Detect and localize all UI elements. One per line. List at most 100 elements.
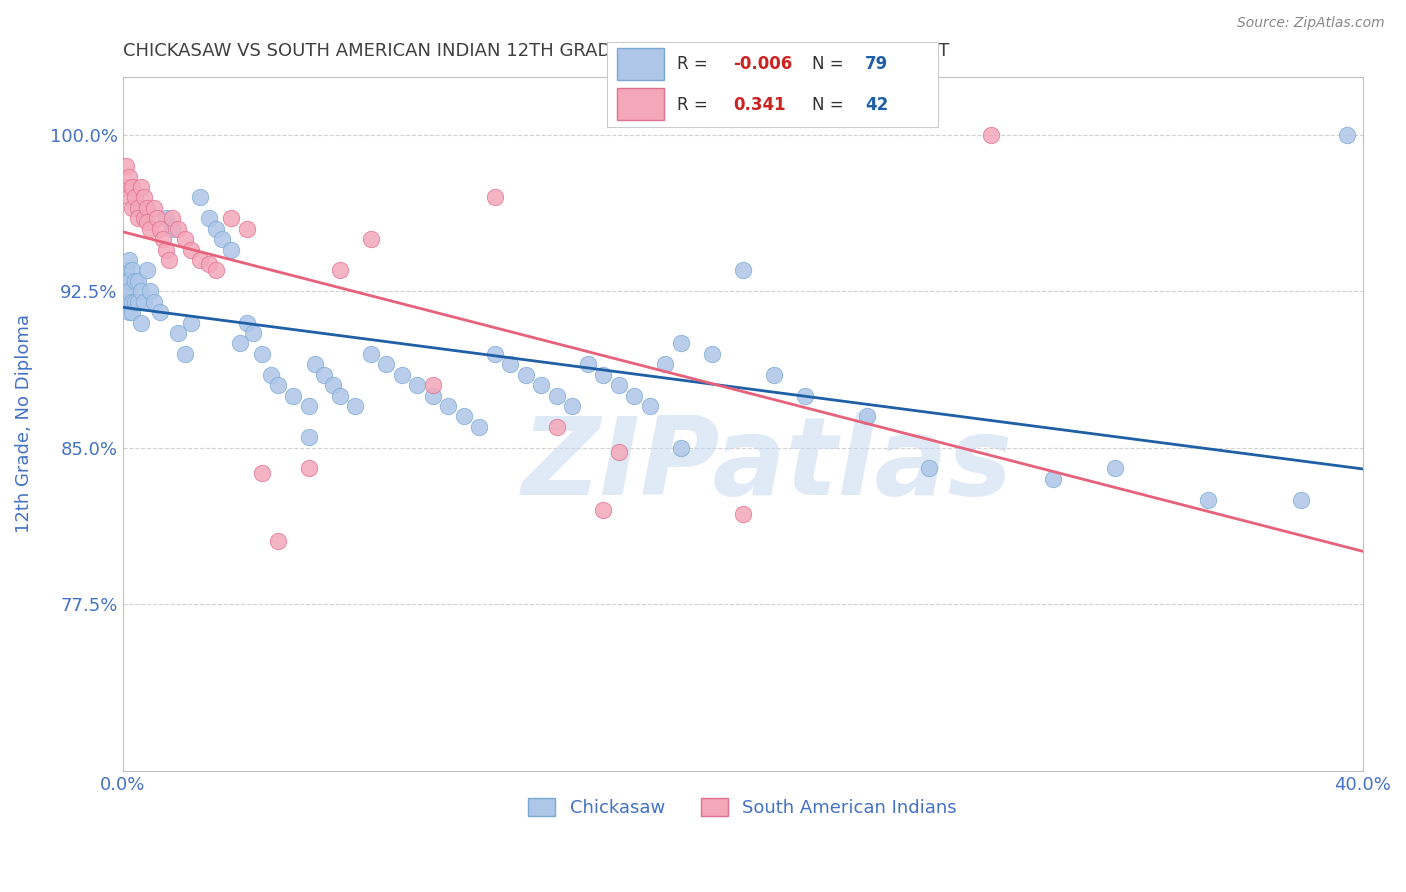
Point [139, 285, 162, 299]
Bar [617, 87, 664, 120]
Point [142, 294, 165, 309]
Point [180, 243, 202, 257]
Point [198, 211, 221, 226]
Point [669, 441, 692, 455]
Point [793, 388, 815, 402]
Point [173, 347, 195, 361]
Point [136, 215, 159, 229]
Bar [617, 48, 664, 80]
Text: 0.341: 0.341 [733, 95, 786, 113]
Point [139, 221, 162, 235]
Point [167, 221, 190, 235]
Text: CHICKASAW VS SOUTH AMERICAN INDIAN 12TH GRADE, NO DIPLOMA CORRELATION CHART: CHICKASAW VS SOUTH AMERICAN INDIAN 12TH … [122, 42, 949, 60]
Point [188, 253, 211, 268]
Point [437, 399, 460, 413]
Point [229, 336, 252, 351]
Text: N =: N = [813, 55, 844, 73]
Point [468, 419, 491, 434]
Point [118, 190, 141, 204]
Point [160, 211, 183, 226]
Point [592, 368, 614, 382]
Point [114, 180, 136, 194]
Point [219, 243, 242, 257]
Legend: Chickasaw, South American Indians: Chickasaw, South American Indians [520, 790, 965, 824]
Point [152, 232, 174, 246]
Text: Source: ZipAtlas.com: Source: ZipAtlas.com [1237, 16, 1385, 30]
Point [546, 388, 568, 402]
Point [731, 508, 754, 522]
Point [360, 232, 382, 246]
Point [623, 388, 645, 402]
Point [118, 169, 141, 184]
Point [114, 159, 136, 173]
Point [917, 461, 939, 475]
Point [1289, 492, 1312, 507]
Point [312, 368, 335, 382]
Point [121, 294, 143, 309]
Text: N =: N = [813, 95, 844, 113]
Point [129, 180, 152, 194]
Point [484, 347, 506, 361]
Point [127, 201, 149, 215]
Text: R =: R = [676, 55, 707, 73]
Point [607, 444, 630, 458]
Point [266, 534, 288, 549]
Point [762, 368, 785, 382]
Point [121, 201, 143, 215]
Point [250, 347, 273, 361]
Point [266, 378, 288, 392]
Point [160, 221, 183, 235]
Text: -0.006: -0.006 [733, 55, 792, 73]
Point [124, 294, 146, 309]
Point [118, 253, 141, 268]
Point [124, 274, 146, 288]
Point [344, 399, 367, 413]
Point [297, 430, 319, 444]
Point [173, 232, 195, 246]
Point [114, 263, 136, 277]
Point [328, 388, 350, 402]
Point [700, 347, 723, 361]
Point [180, 316, 202, 330]
Point [155, 243, 177, 257]
Point [204, 263, 226, 277]
Point [242, 326, 264, 340]
Point [142, 201, 165, 215]
Point [530, 378, 553, 392]
Point [322, 378, 344, 392]
Point [167, 326, 190, 340]
Point [453, 409, 475, 424]
Point [1197, 492, 1219, 507]
Point [406, 378, 429, 392]
Point [136, 263, 159, 277]
Text: 42: 42 [865, 95, 889, 113]
Point [188, 190, 211, 204]
Point [1042, 472, 1064, 486]
Point [211, 232, 233, 246]
Point [499, 357, 522, 371]
Point [260, 368, 283, 382]
Point [124, 190, 146, 204]
Point [607, 378, 630, 392]
Point [250, 466, 273, 480]
Point [980, 128, 1002, 142]
Point [134, 211, 156, 226]
Point [118, 274, 141, 288]
Point [121, 263, 143, 277]
Point [328, 263, 350, 277]
Point [422, 378, 444, 392]
Text: ZIPatlas: ZIPatlas [522, 412, 1012, 518]
Point [145, 211, 167, 226]
Point [1104, 461, 1126, 475]
Point [731, 263, 754, 277]
Point [157, 253, 180, 268]
Point [149, 305, 172, 319]
Point [375, 357, 398, 371]
Point [654, 357, 676, 371]
Point [576, 357, 599, 371]
Point [561, 399, 583, 413]
Point [638, 399, 661, 413]
Point [114, 294, 136, 309]
Point [235, 221, 257, 235]
Point [592, 503, 614, 517]
